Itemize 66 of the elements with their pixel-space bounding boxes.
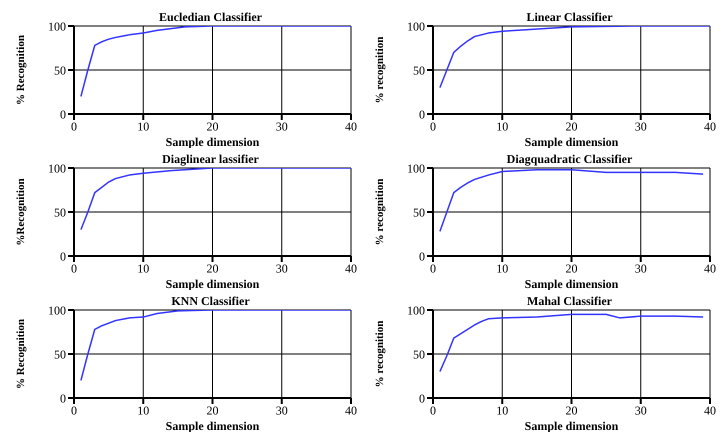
x-tick-label: 30	[634, 120, 647, 134]
x-tick-label: 40	[704, 120, 716, 134]
x-tick-label: 20	[566, 404, 578, 418]
x-tick-label: 0	[430, 404, 436, 418]
y-tick-label: 100	[48, 19, 66, 34]
x-tick-label: 10	[496, 262, 508, 276]
x-tick-label: 30	[276, 262, 288, 276]
x-tick-label: 40	[345, 120, 357, 134]
x-tick-label: 30	[634, 404, 647, 418]
x-tick-label: 10	[137, 404, 150, 418]
y-tick-label: 0	[60, 249, 66, 264]
x-tick-label: 40	[704, 404, 716, 418]
x-tick-label: 40	[345, 262, 357, 276]
x-tick-label: 40	[345, 404, 357, 418]
x-tick-label: 20	[566, 262, 578, 276]
y-tick-label: 50	[54, 63, 66, 78]
y-axis-title: % Recognition	[14, 319, 27, 389]
y-tick-label: 50	[54, 205, 66, 220]
x-tick-label: 20	[566, 120, 578, 134]
x-tick-label: 10	[496, 404, 508, 418]
y-tick-label: 100	[407, 161, 425, 176]
x-tick-label: 30	[276, 120, 288, 134]
line-series	[439, 169, 704, 232]
chart-title: Mahal Classifier	[526, 294, 613, 309]
y-axis-title: % recognition	[374, 178, 386, 246]
y-tick-label: 0	[60, 107, 66, 122]
y-tick-label: 100	[48, 303, 66, 318]
x-tick-label: 0	[430, 120, 436, 134]
y-tick-label: 50	[413, 205, 425, 220]
y-tick-label: 0	[60, 391, 66, 406]
chart-title: Linear Classifier	[525, 10, 614, 25]
x-tick-label: 0	[71, 262, 77, 276]
line-series	[80, 310, 351, 382]
y-tick-label: 100	[48, 161, 66, 176]
x-tick-label: 10	[496, 120, 508, 134]
x-tick-label: 20	[206, 120, 218, 134]
line-series	[439, 314, 704, 372]
x-tick-label: 20	[206, 262, 218, 276]
y-tick-label: 50	[413, 347, 425, 362]
x-tick-label: 20	[206, 404, 218, 418]
y-tick-label: 50	[413, 63, 425, 78]
x-tick-label: 30	[276, 404, 288, 418]
y-axis-title: %Recognition	[14, 178, 27, 246]
y-tick-label: 0	[419, 107, 425, 122]
y-axis-title: % recognition	[374, 36, 386, 104]
chart-title: Eucledian Classifier	[158, 10, 263, 25]
y-tick-label: 50	[54, 347, 66, 362]
chart-title: Diagquadratic Classifier	[506, 152, 634, 167]
y-axis-title: % Recognition	[14, 35, 27, 105]
x-tick-label: 40	[704, 262, 716, 276]
chart-title: Diaglinear lassifier	[161, 152, 260, 167]
y-tick-label: 0	[419, 249, 425, 264]
x-tick-label: 0	[71, 404, 77, 418]
x-tick-label: 0	[71, 120, 77, 134]
y-tick-label: 100	[407, 303, 425, 318]
y-tick-label: 100	[407, 19, 425, 34]
line-series	[80, 168, 351, 230]
y-axis-title: % recognition	[374, 320, 386, 388]
line-series	[80, 26, 351, 98]
chart-title: KNN Classifier	[170, 294, 251, 309]
line-series	[439, 26, 710, 88]
x-tick-label: 30	[634, 262, 647, 276]
x-tick-label: 0	[430, 262, 436, 276]
y-tick-label: 0	[419, 391, 425, 406]
x-tick-label: 10	[137, 262, 150, 276]
x-tick-label: 10	[137, 120, 150, 134]
